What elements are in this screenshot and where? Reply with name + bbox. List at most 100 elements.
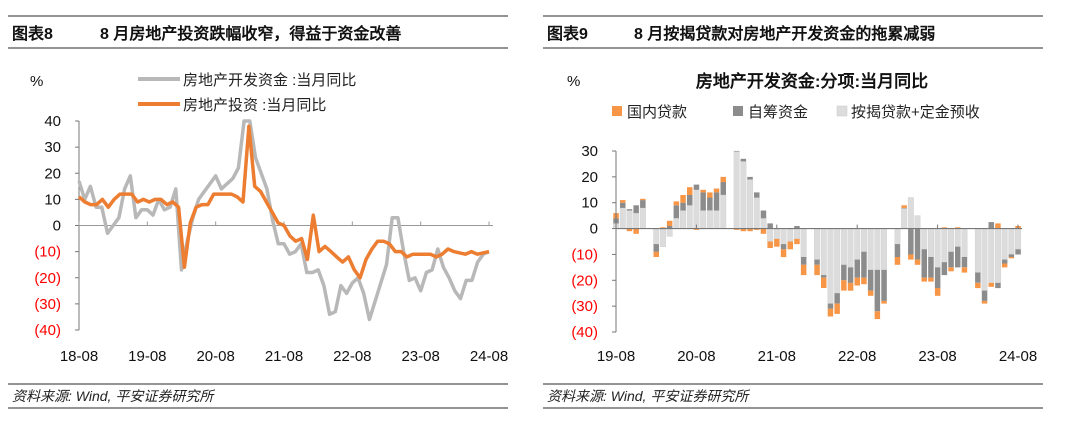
bar-presales (961, 228, 968, 258)
bar-presales (693, 189, 700, 229)
bar-presales (706, 210, 713, 229)
bar-presales (780, 228, 787, 245)
bar-domestic-loans (660, 227, 666, 229)
bar-presales (881, 228, 887, 271)
bar-presales (800, 228, 807, 258)
bar-self-raised (1001, 259, 1008, 264)
bar-domestic-loans (666, 220, 673, 226)
y-tick-label: 20 (581, 169, 598, 186)
bar-self-raised (921, 249, 927, 278)
bar-self-raised (720, 182, 726, 195)
x-tick-label: 20-08 (677, 348, 715, 365)
y-tick-label: (20) (571, 272, 598, 289)
y-tick-label: (40) (34, 322, 61, 339)
y-tick-label: 30 (581, 143, 598, 160)
bar-self-raised (633, 205, 639, 214)
legend-swatch-presales (836, 105, 848, 117)
right-panel: 图表9 8 月按揭贷款对房地产开发资金的拖累减弱 % 房地产开发资金:分项:当月… (543, 15, 1043, 409)
bar-presales (619, 207, 626, 229)
bar-presales (1001, 228, 1008, 260)
bar-domestic-loans (867, 290, 874, 296)
bar-presales (753, 197, 760, 229)
bar-domestic-loans (814, 264, 820, 276)
bar-self-raised (854, 259, 860, 278)
bar-domestic-loans (760, 228, 767, 234)
bar-presales (794, 228, 800, 240)
legend-label-investment: 房地产投资 :当月同比 (183, 97, 326, 114)
bar-self-raised (653, 244, 659, 252)
bar-presales (680, 210, 686, 229)
bar-domestic-loans (680, 195, 686, 203)
bar-domestic-loans (707, 192, 713, 198)
bar-presales (666, 228, 673, 237)
bar-domestic-loans (874, 311, 881, 320)
bar-presales (787, 228, 794, 242)
bar-presales (1008, 228, 1015, 255)
bar-self-raised (874, 269, 881, 312)
bar-domestic-loans (861, 277, 867, 285)
bar-domestic-loans (633, 228, 639, 234)
bar-presales (773, 228, 780, 240)
legend-swatch-domestic-loans (612, 106, 622, 116)
bar-self-raised (620, 202, 626, 208)
bar-self-raised (666, 226, 673, 229)
bar-domestic-loans (881, 301, 887, 304)
bar-self-raised (988, 222, 994, 229)
chart-title: 房地产开发资金:分项:当月同比 (696, 71, 928, 91)
bar-presales (907, 197, 914, 229)
bar-self-raised (780, 244, 787, 250)
funding-series-line (77, 119, 490, 322)
bar-self-raised (740, 158, 747, 162)
bar-domestic-loans (640, 198, 646, 201)
bar-self-raised (794, 226, 800, 229)
bar-presales (840, 228, 847, 266)
figure-title: 8 月按揭贷款对房地产开发资金的拖累减弱 (634, 24, 935, 43)
bar-domestic-loans (981, 301, 988, 304)
figure-title: 8 月房地产投资跌幅收窄，得益于资金改善 (100, 24, 401, 43)
x-tick-label: 21-08 (758, 348, 796, 365)
bar-self-raised (1008, 254, 1015, 257)
bar-domestic-loans (995, 223, 1001, 229)
legend-label-funding: 房地产开发资金 :当月同比 (183, 72, 356, 89)
bar-domestic-loans (847, 282, 854, 291)
bar-self-raised (680, 202, 686, 211)
y-tick-label: 10 (581, 195, 598, 212)
bar-self-raised (948, 251, 954, 268)
x-tick-label: 18-08 (60, 348, 98, 365)
bar-self-raised (961, 257, 968, 268)
bar-domestic-loans (948, 267, 954, 272)
bar-domestic-loans (626, 228, 633, 232)
bar-self-raised (934, 267, 941, 289)
line-chart: 40 30 20 10 0 (10) (20) (30) (40) 18-08 19-08 20-08… (34, 113, 508, 365)
bar-presales (988, 228, 995, 284)
bar-domestic-loans (787, 241, 793, 250)
bar-presales (814, 228, 820, 260)
x-tick-label: 19-08 (597, 348, 635, 365)
bar-domestic-loans (841, 280, 847, 291)
bar-domestic-loans (894, 257, 901, 265)
bar-self-raised (640, 200, 646, 208)
bar-domestic-loans (827, 308, 834, 317)
bar-presales (995, 228, 1001, 284)
bar-self-raised (800, 257, 807, 265)
bar-presales (760, 217, 767, 229)
bar-domestic-loans (754, 228, 760, 230)
bar-presales (1015, 228, 1021, 250)
bar-presales (854, 228, 861, 260)
bar-presales (686, 205, 693, 229)
bar-self-raised (747, 176, 753, 180)
bar-self-raised (1015, 249, 1021, 255)
bar-domestic-loans (834, 303, 840, 314)
bar-domestic-loans (1001, 263, 1008, 268)
bar-domestic-loans (854, 277, 860, 286)
bar-presales (941, 228, 948, 263)
bar-presales (827, 228, 834, 304)
bar-self-raised (707, 197, 713, 211)
bar-self-raised (901, 207, 907, 209)
bar-self-raised (827, 303, 834, 309)
source-note: 资料来源: Wind, 平安证券研究所 (547, 388, 750, 404)
bar-presales (981, 228, 988, 291)
x-tick-label: 19-08 (128, 348, 166, 365)
y-tick-label: (10) (571, 246, 598, 263)
bar-domestic-loans (914, 259, 921, 265)
